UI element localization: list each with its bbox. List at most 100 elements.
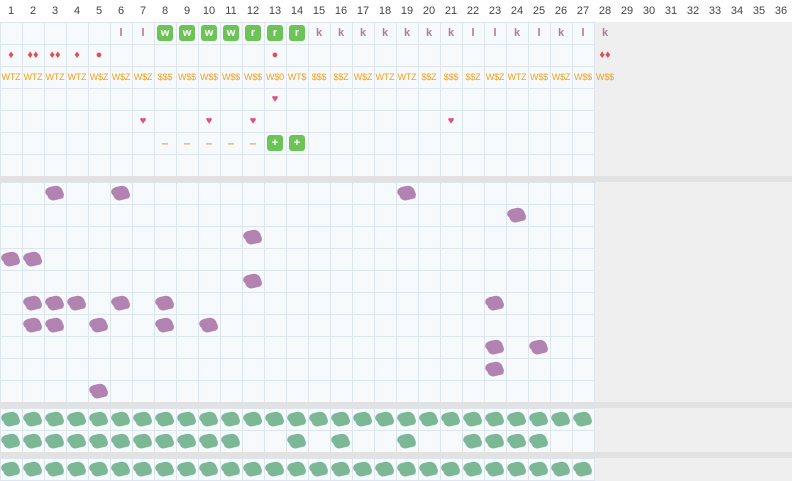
code-label[interactable]: W$0 — [266, 72, 284, 82]
green-scribble-cell[interactable] — [110, 458, 132, 480]
purple-scribble-cell[interactable] — [154, 314, 176, 336]
code-label[interactable]: W$Z — [133, 72, 153, 82]
green-scribble-cell[interactable] — [66, 458, 88, 480]
purple-scribble-cell[interactable] — [66, 292, 88, 314]
day-number[interactable]: 36 — [774, 5, 788, 17]
purple-scribble-cell[interactable] — [22, 248, 44, 270]
green-scribble-cell[interactable] — [22, 430, 44, 452]
purple-scribble-cell[interactable] — [396, 182, 418, 204]
green-scribble-cell[interactable] — [506, 458, 528, 480]
letter-mark[interactable]: l — [581, 27, 585, 39]
purple-scribble-cell[interactable] — [88, 314, 110, 336]
drop-icon[interactable]: ♦♦ — [599, 49, 611, 61]
code-label[interactable]: W$$ — [574, 72, 592, 82]
day-number[interactable]: 5 — [95, 5, 103, 17]
letter-mark[interactable]: k — [557, 27, 565, 39]
green-scribble-cell[interactable] — [176, 430, 198, 452]
purple-scribble-cell[interactable] — [242, 270, 264, 292]
green-scribble-cell[interactable] — [352, 408, 374, 430]
green-scribble-cell[interactable] — [242, 408, 264, 430]
code-label[interactable]: W$$ — [244, 72, 262, 82]
day-number[interactable]: 3 — [51, 5, 59, 17]
day-number[interactable]: 22 — [466, 5, 480, 17]
letter-mark[interactable]: w — [198, 22, 220, 44]
green-scribble-cell[interactable] — [110, 430, 132, 452]
letter-mark[interactable]: l — [493, 27, 497, 39]
green-scribble-cell[interactable] — [374, 458, 396, 480]
code-label[interactable]: W$Z — [89, 72, 109, 82]
green-scribble-cell[interactable] — [308, 408, 330, 430]
green-scribble-cell[interactable] — [330, 408, 352, 430]
day-number[interactable]: 8 — [161, 5, 169, 17]
code-label[interactable]: W$Z — [111, 72, 131, 82]
purple-scribble-cell[interactable] — [198, 314, 220, 336]
purple-scribble-cell[interactable] — [110, 182, 132, 204]
green-scribble-cell[interactable] — [154, 430, 176, 452]
purple-scribble-cell[interactable] — [88, 380, 110, 402]
green-scribble-cell[interactable] — [550, 458, 572, 480]
day-number[interactable]: 27 — [576, 5, 590, 17]
day-number[interactable]: 4 — [73, 5, 81, 17]
purple-scribble-cell[interactable] — [506, 204, 528, 226]
green-scribble-cell[interactable] — [484, 408, 506, 430]
day-number[interactable]: 26 — [554, 5, 568, 17]
letter-mark[interactable]: k — [513, 27, 521, 39]
purple-scribble-cell[interactable] — [44, 292, 66, 314]
green-scribble-cell[interactable] — [176, 408, 198, 430]
code-label[interactable]: $$Z — [333, 72, 349, 82]
green-scribble-cell[interactable] — [110, 408, 132, 430]
letter-mark[interactable]: k — [601, 27, 609, 39]
code-label[interactable]: $$Z — [421, 72, 437, 82]
code-label[interactable]: WT$ — [287, 72, 307, 82]
day-number[interactable]: 2 — [29, 5, 37, 17]
code-label[interactable]: WTZ — [397, 72, 417, 82]
day-number[interactable]: 20 — [422, 5, 436, 17]
green-scribble-cell[interactable] — [418, 458, 440, 480]
letter-mark[interactable]: k — [337, 27, 345, 39]
green-scribble-cell[interactable] — [198, 430, 220, 452]
green-scribble-cell[interactable] — [220, 458, 242, 480]
purple-scribble-cell[interactable] — [44, 314, 66, 336]
code-label[interactable]: $$$ — [311, 72, 327, 82]
green-scribble-cell[interactable] — [0, 430, 22, 452]
green-scribble-cell[interactable] — [330, 458, 352, 480]
code-label[interactable]: W$$ — [178, 72, 196, 82]
green-scribble-cell[interactable] — [0, 408, 22, 430]
letter-mark[interactable]: w — [176, 22, 198, 44]
drop-icon[interactable]: ♦ — [74, 49, 80, 61]
green-scribble-cell[interactable] — [44, 408, 66, 430]
heart-icon[interactable]: ♥ — [447, 115, 455, 127]
green-scribble-cell[interactable] — [220, 408, 242, 430]
green-scribble-cell[interactable] — [88, 408, 110, 430]
purple-scribble-cell[interactable] — [154, 292, 176, 314]
green-scribble-cell[interactable] — [572, 458, 594, 480]
code-label[interactable]: W$$ — [530, 72, 548, 82]
green-scribble-cell[interactable] — [22, 408, 44, 430]
day-number[interactable]: 25 — [532, 5, 546, 17]
day-number[interactable]: 23 — [488, 5, 502, 17]
dash-mark[interactable]: – — [249, 136, 257, 150]
day-number[interactable]: 13 — [268, 5, 282, 17]
green-scribble-cell[interactable] — [550, 408, 572, 430]
green-scribble-cell[interactable] — [484, 458, 506, 480]
green-scribble-cell[interactable] — [352, 458, 374, 480]
green-scribble-cell[interactable] — [330, 430, 352, 452]
drop-icon[interactable]: ● — [271, 49, 279, 61]
code-label[interactable]: W$Z — [353, 72, 373, 82]
day-number[interactable]: 28 — [598, 5, 612, 17]
letter-mark[interactable]: k — [425, 27, 433, 39]
day-number[interactable]: 12 — [246, 5, 260, 17]
green-scribble-cell[interactable] — [286, 408, 308, 430]
green-scribble-cell[interactable] — [396, 408, 418, 430]
day-number[interactable]: 16 — [334, 5, 348, 17]
purple-scribble-cell[interactable] — [44, 182, 66, 204]
letter-mark[interactable]: k — [359, 27, 367, 39]
green-scribble-cell[interactable] — [484, 430, 506, 452]
day-number[interactable]: 6 — [117, 5, 125, 17]
green-scribble-cell[interactable] — [66, 408, 88, 430]
green-scribble-cell[interactable] — [528, 408, 550, 430]
purple-scribble-cell[interactable] — [242, 226, 264, 248]
day-number[interactable]: 31 — [664, 5, 678, 17]
day-number[interactable]: 19 — [400, 5, 414, 17]
code-label[interactable]: $$Z — [465, 72, 481, 82]
